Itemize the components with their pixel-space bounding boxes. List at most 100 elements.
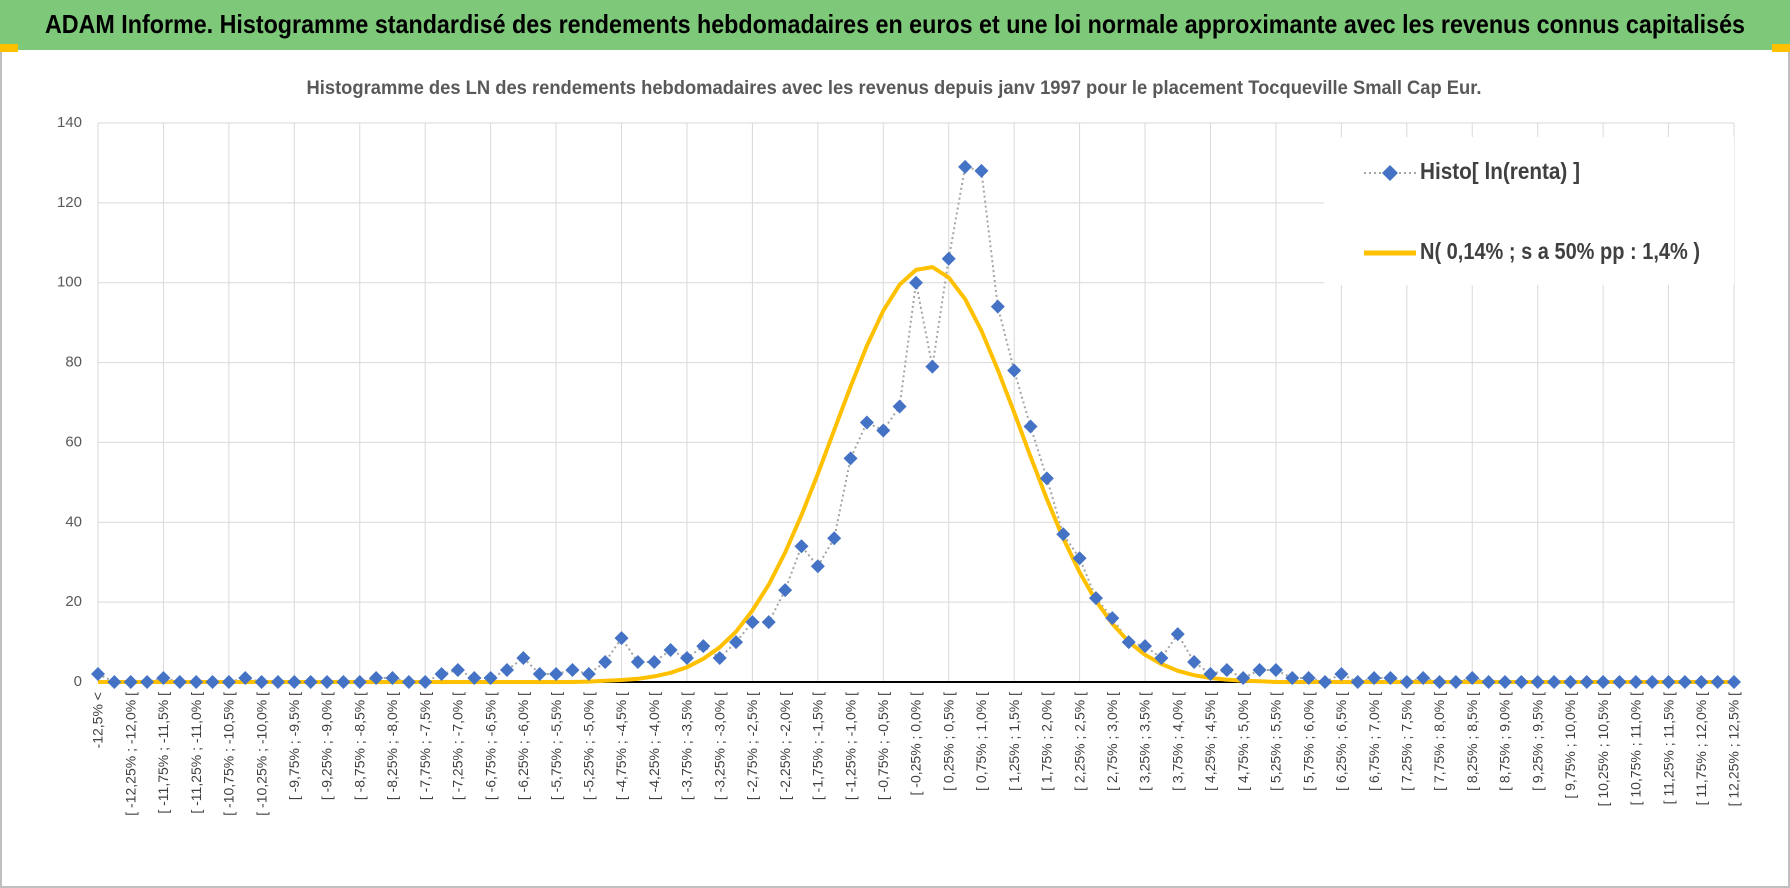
x-tick-label: [ 4,75% ; 5,0% [	[1235, 692, 1251, 791]
data-point	[859, 415, 874, 430]
data-point	[876, 423, 891, 438]
data-point	[794, 539, 809, 554]
data-point	[1645, 675, 1660, 689]
x-tick-label: [ 6,75% ; 7,0% [	[1366, 692, 1382, 791]
data-point	[91, 667, 105, 682]
data-point	[532, 667, 547, 682]
data-point	[369, 671, 384, 686]
x-tick-label: [ 10,75% ; 11,0% [	[1628, 692, 1644, 805]
x-tick-label: [ -3,75% ; -3,5% [	[679, 692, 695, 800]
data-point	[238, 671, 253, 686]
x-tick-label: [ 11,75% ; 12,0% [	[1693, 692, 1709, 805]
x-tick-label: [ 0,25% ; 0,5% [	[940, 692, 956, 791]
data-point	[1023, 419, 1038, 434]
x-tick-label: [ 7,25% ; 7,5% [	[1399, 692, 1415, 791]
data-point	[107, 675, 122, 689]
x-tick-label: [ -9,75% ; -9,5% [	[286, 692, 302, 800]
data-point	[483, 671, 498, 686]
x-tick-label: [ 4,25% ; 4,5% [	[1202, 692, 1218, 791]
data-point	[974, 163, 989, 178]
data-point	[1547, 675, 1562, 689]
data-point	[925, 359, 940, 374]
data-point	[778, 583, 793, 598]
data-point	[1138, 639, 1153, 654]
x-tick-label: [ 5,75% ; 6,0% [	[1300, 692, 1316, 791]
x-tick-label: [ -0,25% ; 0,0% [	[908, 692, 924, 796]
x-tick-label: [ -2,25% ; -2,0% [	[777, 692, 793, 800]
data-point	[401, 675, 416, 689]
legend-label: Histo[ ln(renta) ]	[1420, 158, 1580, 184]
x-tick-label: [ 8,75% ; 9,0% [	[1497, 692, 1513, 791]
data-point	[500, 663, 514, 678]
y-tick-label: 80	[65, 354, 82, 371]
x-tick-label: [ 8,25% ; 8,5% [	[1464, 692, 1480, 791]
data-point	[434, 667, 449, 682]
data-point	[1514, 675, 1529, 689]
data-point	[990, 299, 1005, 314]
x-tick-label: [ -7,25% ; -7,0% [	[450, 692, 466, 800]
data-point	[1007, 363, 1022, 378]
x-tick-label: [ -8,25% ; -8,0% [	[384, 692, 400, 800]
data-point	[712, 651, 727, 666]
x-tick-label: [ 9,25% ; 9,5% [	[1529, 692, 1545, 791]
data-point	[581, 667, 596, 682]
data-point	[352, 675, 367, 689]
x-tick-label: [ 10,25% ; 10,5% [	[1595, 692, 1611, 807]
data-point	[1121, 635, 1136, 650]
data-point	[1301, 671, 1316, 686]
data-point	[1530, 675, 1545, 689]
data-point	[1596, 675, 1611, 689]
x-tick-label: [ -5,75% ; -5,5% [	[548, 692, 564, 800]
x-tick-label: [ 0,75% ; 1,0% [	[973, 692, 989, 791]
data-point	[1563, 675, 1578, 689]
data-point	[270, 675, 285, 689]
data-point	[1448, 675, 1463, 689]
data-point	[941, 251, 956, 266]
y-tick-label: 0	[74, 673, 82, 690]
data-point	[221, 675, 236, 689]
data-point	[385, 671, 400, 686]
data-point	[614, 631, 629, 646]
data-point	[958, 159, 973, 174]
x-tick-label: [ 12,25% ; 12,5% [	[1726, 692, 1742, 807]
data-point	[172, 675, 187, 689]
data-point	[1612, 675, 1627, 689]
data-point	[418, 675, 433, 689]
data-point	[1661, 675, 1676, 689]
data-point	[1399, 675, 1414, 689]
data-point	[320, 675, 335, 689]
data-point	[1268, 663, 1283, 678]
data-point	[1416, 671, 1431, 686]
x-tick-label: [ -3,25% ; -3,0% [	[711, 692, 727, 800]
data-point	[205, 675, 220, 689]
x-tick-label: [ -1,25% ; -1,0% [	[842, 692, 858, 800]
x-tick-label: [ 2,75% ; 3,0% [	[1104, 692, 1120, 791]
x-tick-label: [ -1,75% ; -1,5% [	[810, 692, 826, 800]
x-tick-label: [ -0,75% ; -0,5% [	[875, 692, 891, 800]
data-point	[827, 531, 842, 546]
data-point	[1432, 675, 1447, 689]
data-point	[516, 651, 531, 666]
data-point	[696, 639, 711, 654]
legend-box	[1324, 137, 1734, 285]
x-tick-label: [ -4,75% ; -4,5% [	[613, 692, 629, 800]
data-point	[1367, 671, 1382, 686]
data-point	[745, 615, 760, 630]
data-point	[1481, 675, 1496, 689]
corner-tab	[0, 44, 18, 52]
x-tick-label: [ -6,75% ; -6,5% [	[482, 692, 498, 800]
data-point	[598, 655, 613, 670]
y-tick-label: 60	[65, 433, 82, 450]
x-tick-label: [ 1,75% ; 2,0% [	[1039, 692, 1055, 791]
data-point	[254, 675, 269, 689]
data-point	[303, 675, 318, 689]
x-tick-label: [ -2,75% ; -2,5% [	[744, 692, 760, 800]
data-point	[1334, 667, 1349, 682]
y-tick-label: 120	[57, 194, 82, 211]
data-point	[1727, 675, 1741, 689]
data-point	[1694, 675, 1709, 689]
x-tick-label: [ -4,25% ; -4,0% [	[646, 692, 662, 800]
x-tick-label: [ -10,75% ; -10,5% [	[221, 692, 237, 816]
data-point	[1579, 675, 1594, 689]
data-point	[1154, 651, 1169, 666]
